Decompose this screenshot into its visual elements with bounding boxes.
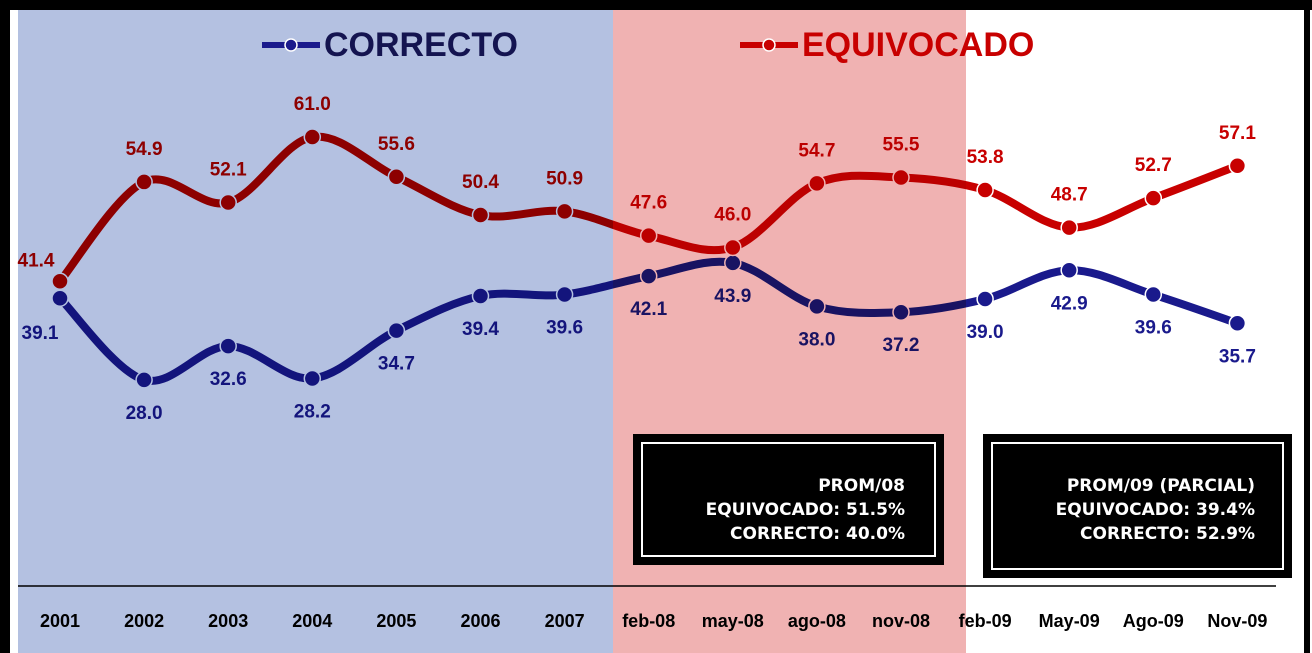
x-tick-label: 2006: [460, 611, 500, 631]
legend-marker: [762, 38, 776, 52]
annotation-text: CORRECTO: 40.0%: [730, 524, 905, 544]
annotation-border: [991, 442, 1284, 570]
data-label: 39.6: [1135, 318, 1172, 339]
annotation-border: [641, 442, 936, 557]
x-tick-label: feb-09: [959, 611, 1012, 631]
point: [1228, 156, 1247, 175]
x-tick-label: May-09: [1039, 611, 1100, 631]
annotation-text: PROM/09 (PARCIAL): [1067, 476, 1255, 496]
annotation-box: [983, 434, 1292, 578]
x-tick-label: 2002: [124, 611, 164, 631]
point: [1144, 285, 1163, 304]
annotation-text: PROM/08: [818, 476, 905, 496]
data-label: 57.1: [1219, 123, 1256, 144]
data-label: 53.8: [967, 147, 1004, 168]
x-tick-label: 2007: [545, 611, 585, 631]
legend-label: CORRECTO: [324, 26, 518, 64]
data-label: 48.7: [1051, 185, 1088, 206]
data-label: 39.0: [967, 322, 1004, 343]
legend-marker: [284, 38, 298, 52]
x-tick-label: 2001: [40, 611, 80, 631]
data-label: 42.9: [1051, 293, 1088, 314]
x-tick-label: may-08: [702, 611, 764, 631]
x-tick-label: Nov-09: [1207, 611, 1267, 631]
point: [976, 290, 994, 308]
x-tick-label: nov-08: [872, 611, 930, 631]
data-label: 35.7: [1219, 346, 1256, 367]
x-tick-label: 2003: [208, 611, 248, 631]
point: [1060, 261, 1078, 280]
annotation-text: CORRECTO: 52.9%: [1080, 524, 1255, 544]
x-tick-label: feb-08: [622, 611, 675, 631]
period-band: [18, 10, 613, 653]
annotation-text: EQUIVOCADO: 39.4%: [1056, 500, 1255, 520]
point: [1060, 218, 1078, 237]
annotation-text: EQUIVOCADO: 51.5%: [706, 500, 905, 520]
point: [1228, 314, 1247, 332]
x-tick-label: 2005: [376, 611, 416, 631]
point: [1144, 189, 1163, 207]
x-tick-label: Ago-09: [1123, 611, 1184, 631]
overlay: CORRECTO EQUIVOCADO PROM/08 EQUIVOCADO: 51.…: [262, 26, 1292, 578]
x-tick-label: 2004: [292, 611, 332, 631]
point: [976, 181, 994, 199]
x-tick-label: ago-08: [788, 611, 846, 631]
annotation-box: [633, 434, 944, 565]
legend-label: EQUIVOCADO: [802, 26, 1034, 64]
data-label: 52.7: [1135, 155, 1172, 176]
